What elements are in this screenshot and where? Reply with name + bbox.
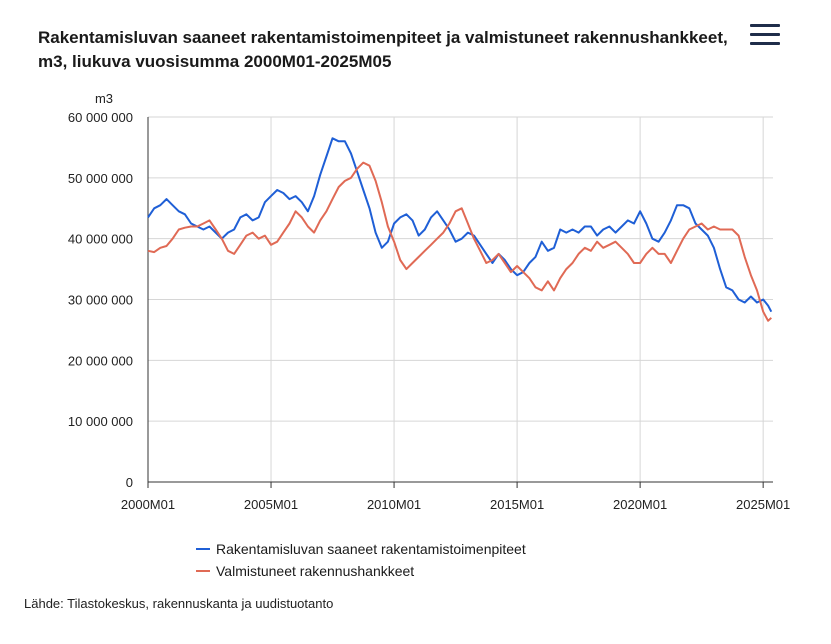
y-tick-label: 50 000 000	[68, 171, 133, 186]
legend-swatch-completed	[196, 570, 210, 572]
x-tick-label: 2015M01	[490, 497, 544, 512]
y-tick-label: 20 000 000	[68, 353, 133, 368]
chart-title: Rakentamisluvan saaneet rakentamistoimen…	[38, 28, 728, 71]
hamburger-menu-icon[interactable]	[750, 24, 780, 46]
grid-lines	[147, 116, 773, 483]
legend-item-completed[interactable]: Valmistuneet rakennushankkeet	[196, 560, 526, 582]
legend: Rakentamisluvan saaneet rakentamistoimen…	[196, 538, 526, 582]
x-tick-label: 2010M01	[367, 497, 421, 512]
y-tick-label: 60 000 000	[68, 110, 133, 125]
legend-label-completed: Valmistuneet rakennushankkeet	[216, 563, 415, 579]
y-tick-label: 0	[126, 475, 133, 490]
x-tick-label: 2000M01	[121, 497, 175, 512]
y-tick-label: 10 000 000	[68, 414, 133, 429]
axes	[147, 117, 773, 488]
series-line-completed[interactable]	[147, 161, 772, 322]
tick-labels: 0 10 000 000 20 000 000 30 000 000 40 000 00…	[68, 91, 790, 512]
series-lines	[147, 137, 773, 322]
source-note: Lähde: Tilastokeskus, rakennuskanta ja u…	[24, 596, 334, 611]
y-axis-unit-label: m3	[95, 91, 113, 106]
x-tick-label: 2020M01	[613, 497, 667, 512]
legend-label-permits: Rakentamisluvan saaneet rakentamistoimen…	[216, 541, 526, 557]
series-line-permits[interactable]	[147, 137, 773, 313]
y-tick-label: 40 000 000	[68, 232, 133, 247]
x-tick-label: 2025M01	[736, 497, 790, 512]
legend-item-permits[interactable]: Rakentamisluvan saaneet rakentamistoimen…	[196, 538, 526, 560]
legend-swatch-permits	[196, 548, 210, 550]
x-tick-label: 2005M01	[244, 497, 298, 512]
y-tick-label: 30 000 000	[68, 293, 133, 308]
